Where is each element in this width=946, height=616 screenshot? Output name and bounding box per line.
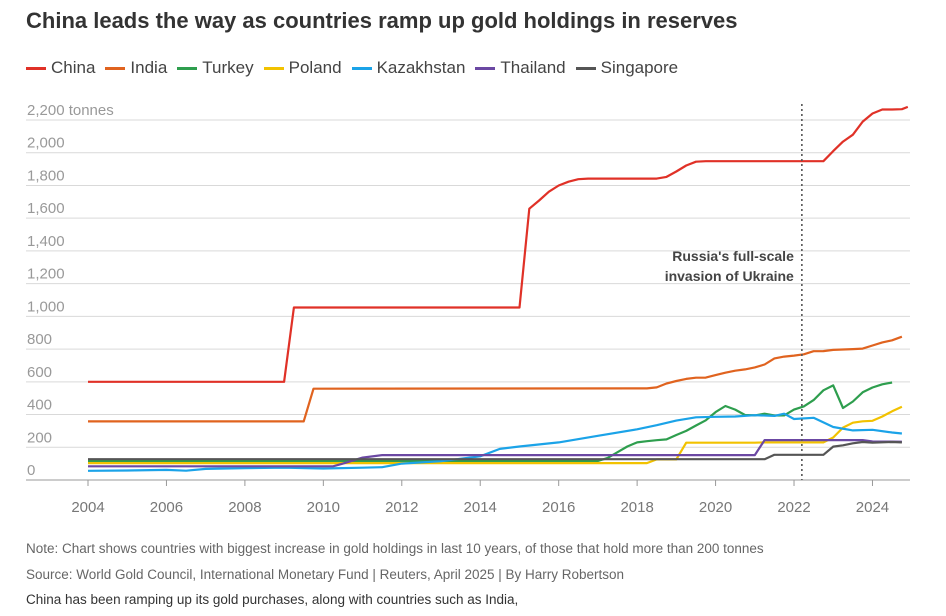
series-line-singapore (88, 440, 902, 461)
x-tick-label-2004: 2004 (71, 499, 104, 516)
y-tick-label-400: 400 (27, 397, 52, 414)
y-tick-label-1000: 1,000 (27, 298, 65, 315)
y-tick-label-200: 200 (27, 429, 52, 446)
legend-item-china: China (26, 58, 95, 78)
series-line-india (88, 335, 903, 423)
legend-item-poland: Poland (263, 58, 342, 78)
y-tick-label-0: 0 (27, 462, 35, 479)
legend-item-india: India (105, 58, 167, 78)
chart-title: China leads the way as countries ramp up… (26, 8, 738, 33)
grid-lines (26, 119, 910, 486)
legend-label-kazakhstan: Kazakhstan (376, 58, 466, 77)
series-line-turkey (88, 381, 893, 463)
series-line-kazakhstan (87, 412, 903, 472)
legend-label-turkey: Turkey (202, 58, 254, 77)
x-tick-label-2006: 2006 (150, 499, 183, 516)
y-tick-label-800: 800 (27, 331, 52, 348)
series-line-china (88, 105, 909, 383)
y-tick-label-2200: 2,200 tonnes (27, 102, 114, 119)
legend-label-poland: Poland (288, 58, 342, 77)
legend-swatch-kazakhstan (351, 66, 372, 70)
x-tick-label-2012: 2012 (385, 499, 418, 516)
legend-swatch-singapore (575, 66, 596, 70)
y-tick-label-2000: 2,000 (27, 135, 65, 152)
legend-label-china: China (51, 58, 96, 77)
x-tick-label-2016: 2016 (542, 499, 575, 516)
x-axis-tick-labels: 2004 2006 2008 2010 2012 2014 2016 2018 2020 2022… (71, 499, 889, 516)
chart-note: Note: Chart shows countries with biggest… (26, 541, 764, 556)
legend-label-thailand: Thailand (500, 58, 566, 77)
x-tick-label-2018: 2018 (620, 499, 653, 516)
legend-label-india: India (130, 58, 168, 77)
annotation-text-line-1: Russia's full-scale (672, 248, 794, 264)
y-tick-label-1200: 1,200 (27, 266, 65, 283)
y-axis-tick-labels: 0 200 400 600 800 1,000 1,200 1,400 1,600 1,800 2,… (27, 102, 114, 479)
x-tick-label-2014: 2014 (464, 499, 497, 516)
legend-swatch-turkey (177, 66, 198, 70)
legend-swatch-china (26, 66, 46, 70)
x-tick-label-2024: 2024 (856, 499, 889, 516)
x-tick-label-2022: 2022 (777, 499, 810, 516)
legend-item-singapore: Singapore (575, 58, 679, 78)
series-lines (87, 105, 909, 472)
legend-swatch-thailand (475, 66, 496, 70)
y-tick-label-1400: 1,400 (27, 233, 65, 250)
series-line-thailand (88, 439, 902, 468)
x-tick-label-2020: 2020 (699, 499, 732, 516)
y-tick-label-1800: 1,800 (27, 167, 65, 184)
chart-caption: China has been ramping up its gold purch… (26, 592, 519, 607)
legend-swatch-india (105, 66, 126, 70)
invasion-annotation: Russia's full-scale invasion of Ukraine (665, 104, 803, 480)
annotation-text-line-2: invasion of Ukraine (665, 268, 794, 284)
chart-source: Source: World Gold Council, Internationa… (26, 567, 625, 582)
x-tick-label-2008: 2008 (228, 499, 261, 516)
legend-item-kazakhstan: Kazakhstan (351, 58, 466, 78)
y-tick-label-600: 600 (27, 364, 52, 381)
legend-label-singapore: Singapore (600, 58, 679, 77)
legend-swatch-poland (263, 66, 284, 70)
x-tick-label-2010: 2010 (307, 499, 340, 516)
legend-item-thailand: Thailand (475, 58, 566, 78)
legend-item-turkey: Turkey (177, 58, 254, 78)
chart-legend: China India Turkey Poland Kazakhstan Tha… (26, 58, 688, 78)
y-tick-label-1600: 1,600 (27, 200, 65, 217)
